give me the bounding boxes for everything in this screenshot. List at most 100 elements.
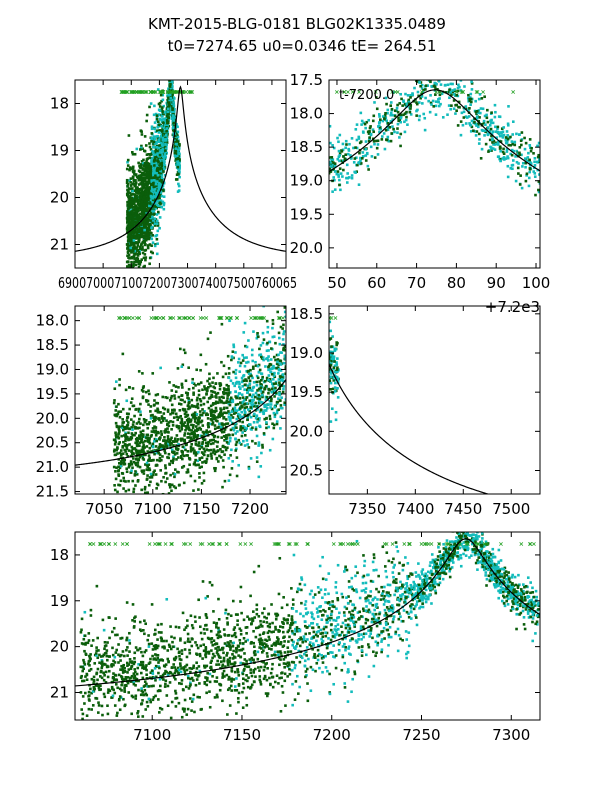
data-point xyxy=(137,218,140,222)
data-point xyxy=(439,102,442,106)
data-point xyxy=(209,448,213,452)
data-point xyxy=(468,99,472,102)
data-point xyxy=(446,83,450,87)
data-point xyxy=(330,159,334,163)
data-point xyxy=(528,158,531,162)
data-point xyxy=(263,403,266,407)
data-point xyxy=(502,126,506,129)
data-point xyxy=(164,131,168,135)
data-point xyxy=(132,169,136,173)
data-point xyxy=(134,484,137,487)
data-point xyxy=(151,174,155,178)
data-point xyxy=(264,404,268,407)
data-point xyxy=(241,396,245,399)
data-point xyxy=(182,464,186,468)
data-point xyxy=(486,133,490,137)
data-point xyxy=(475,112,478,116)
data-point xyxy=(423,116,427,120)
data-point xyxy=(151,473,155,477)
data-point xyxy=(213,416,217,420)
data-point xyxy=(129,225,133,229)
data-point xyxy=(161,395,165,399)
data-point xyxy=(420,87,424,90)
data-point xyxy=(238,385,241,389)
data-point xyxy=(134,223,138,226)
data-point xyxy=(189,438,193,441)
data-point xyxy=(419,81,423,84)
saturated-point-marker xyxy=(134,90,139,94)
data-point xyxy=(475,109,479,113)
y-tick-label: 21 xyxy=(50,236,69,254)
data-point xyxy=(142,265,145,268)
data-point xyxy=(252,367,255,370)
data-point xyxy=(213,410,217,414)
data-point xyxy=(181,398,184,402)
data-point xyxy=(170,73,173,76)
data-point xyxy=(135,234,138,238)
data-point xyxy=(257,400,261,403)
data-point xyxy=(339,159,343,163)
data-point xyxy=(272,426,276,430)
data-point xyxy=(465,116,469,119)
data-point xyxy=(148,187,152,190)
data-point xyxy=(173,138,176,141)
data-point xyxy=(137,250,141,254)
data-point xyxy=(141,386,145,390)
data-point xyxy=(140,223,143,227)
data-point xyxy=(147,232,151,236)
data-point xyxy=(137,213,140,217)
figure-title-line1: KMT-2015-BLG-0181 BLG02K1335.0489 xyxy=(148,15,446,33)
data-point xyxy=(165,147,168,151)
data-point xyxy=(132,452,135,455)
data-point xyxy=(126,182,130,186)
saturated-point-marker xyxy=(461,90,465,94)
data-point xyxy=(343,158,347,161)
data-point xyxy=(496,140,500,144)
data-point xyxy=(117,432,120,436)
data-point xyxy=(157,186,161,190)
data-point xyxy=(154,161,158,165)
data-point xyxy=(131,466,134,470)
data-point xyxy=(207,406,211,410)
data-point xyxy=(267,374,271,377)
data-point xyxy=(236,430,239,433)
data-point xyxy=(451,89,454,92)
data-point xyxy=(218,413,222,417)
data-point xyxy=(127,449,131,452)
data-point xyxy=(207,440,210,444)
data-point xyxy=(161,165,165,169)
data-point xyxy=(163,111,167,114)
data-point xyxy=(239,387,242,391)
data-point xyxy=(125,452,129,456)
data-point xyxy=(143,491,147,494)
data-point xyxy=(141,181,144,185)
data-point xyxy=(137,183,141,186)
data-point xyxy=(509,152,512,156)
data-point xyxy=(134,457,138,461)
data-point xyxy=(133,234,136,238)
data-point xyxy=(131,182,134,186)
data-point xyxy=(497,155,501,158)
data-point xyxy=(482,119,486,123)
data-point xyxy=(125,467,128,471)
data-point xyxy=(477,120,481,123)
data-point xyxy=(270,397,273,400)
data-point xyxy=(333,162,337,165)
data-point xyxy=(284,398,286,401)
data-point xyxy=(129,237,132,241)
data-point xyxy=(130,235,134,239)
data-point xyxy=(127,204,131,208)
data-point xyxy=(133,245,136,249)
data-point xyxy=(191,426,195,429)
data-point xyxy=(224,448,228,452)
data-point xyxy=(139,175,142,179)
data-point xyxy=(195,451,199,455)
data-point xyxy=(160,179,163,182)
data-point xyxy=(174,390,178,393)
data-point xyxy=(282,346,286,350)
data-point xyxy=(148,191,151,195)
data-point xyxy=(205,457,209,461)
data-point xyxy=(162,203,166,207)
data-point xyxy=(384,128,388,132)
data-point xyxy=(454,112,457,115)
